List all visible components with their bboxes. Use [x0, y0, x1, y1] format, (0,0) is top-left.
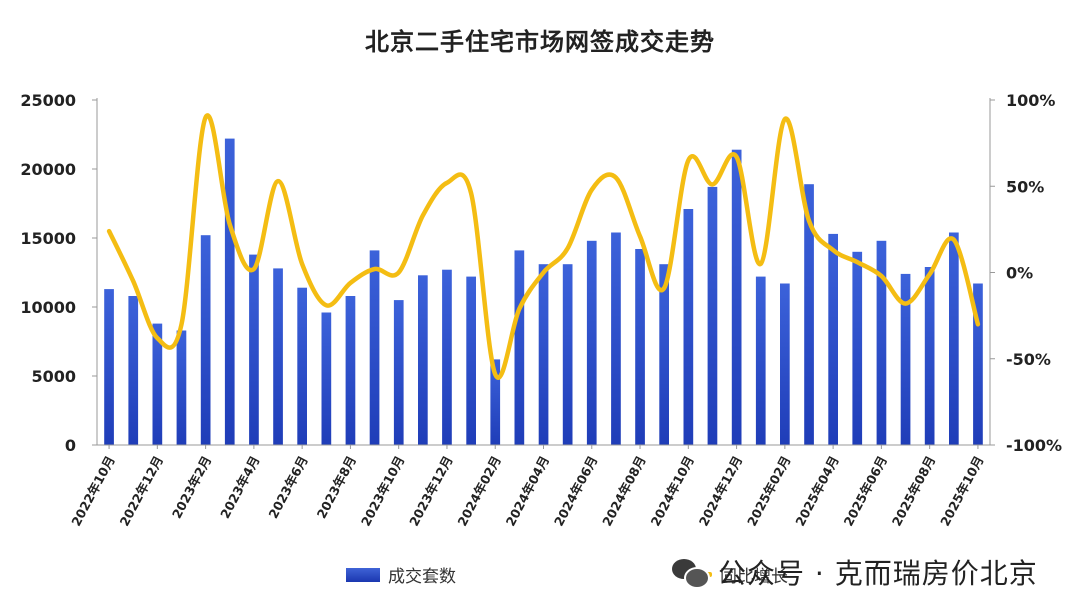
bar-2024-10 [683, 209, 694, 445]
bar-2023-01 [176, 330, 187, 445]
x-tick-label: 2023年10月 [358, 453, 407, 528]
right-tick-label: -50% [1006, 350, 1051, 369]
bar-2024-02 [490, 359, 501, 445]
bar-2024-11 [707, 186, 718, 445]
bar-2024-09 [659, 264, 669, 445]
bar-2023-05 [273, 268, 283, 445]
bar-2024-06 [586, 240, 597, 445]
bar-2025-02 [780, 283, 790, 445]
x-tick-label: 2023年2月 [169, 453, 214, 521]
bar-2023-06 [297, 287, 307, 445]
bar-2023-08 [345, 296, 356, 445]
x-tick-label: 2025年10月 [937, 453, 986, 528]
right-tick-label: -100% [1006, 436, 1062, 455]
bar-2023-10 [393, 300, 404, 445]
bar-2025-06 [876, 240, 887, 445]
left-tick-label: 5000 [31, 367, 76, 386]
bar-2025-10 [973, 283, 983, 445]
watermark: 公众号 · 克而瑞房价北京 [672, 552, 1038, 592]
bar-2024-08 [635, 249, 645, 445]
bar-2022-11 [128, 296, 139, 445]
x-tick-label: 2025年08月 [889, 453, 938, 528]
legend-bar-swatch [346, 567, 380, 582]
x-tick-label: 2022年12月 [117, 453, 166, 528]
x-tick-label: 2023年6月 [265, 453, 310, 521]
bar-2023-03 [224, 138, 235, 445]
bar-2025-08 [924, 267, 935, 445]
watermark-text: 公众号 · 克而瑞房价北京 [718, 557, 1038, 590]
x-tick-label: 2023年4月 [217, 453, 262, 521]
bar-2024-12 [731, 149, 742, 445]
x-tick-label: 2022年10月 [68, 453, 117, 528]
line-group [106, 113, 981, 380]
right-tick-label: 100% [1006, 91, 1055, 110]
bar-2024-04 [538, 264, 549, 445]
x-tick-label: 2024年08月 [599, 453, 648, 528]
left-tick-label: 15000 [20, 229, 76, 248]
x-tick-label: 2025年04月 [792, 453, 841, 528]
bar-2024-01 [466, 276, 476, 445]
bar-2022-10 [104, 289, 114, 445]
x-tick-label: 2025年06月 [841, 453, 890, 528]
x-tick-label: 2024年02月 [454, 453, 503, 528]
x-tick-label: 2024年12月 [696, 453, 745, 528]
bars-group [104, 138, 983, 445]
yoy-line-series [106, 113, 981, 380]
legend-line-label: 同比增长 [720, 567, 788, 587]
left-tick-label: 10000 [20, 298, 76, 317]
bar-2025-09 [949, 232, 959, 445]
left-tick-label: 25000 [20, 91, 76, 110]
right-tick-label: 0% [1006, 264, 1033, 283]
bar-2024-05 [562, 264, 573, 445]
x-tick-label: 2024年10月 [647, 453, 696, 528]
left-tick-label: 0 [65, 436, 76, 455]
bar-2023-02 [200, 235, 211, 445]
bar-2023-04 [249, 254, 259, 445]
bar-2023-09 [369, 250, 380, 445]
left-tick-label: 20000 [20, 160, 76, 179]
bar-2023-07 [321, 312, 332, 445]
bar-2024-03 [514, 250, 525, 445]
bar-2024-07 [611, 232, 621, 445]
x-tick-label: 2023年12月 [406, 453, 455, 528]
right-tick-label: 50% [1006, 177, 1044, 196]
bar-2025-05 [852, 251, 863, 445]
x-tick-label: 2025年02月 [744, 453, 793, 528]
legend-bar-label: 成交套数 [388, 567, 456, 587]
bar-2025-04 [828, 233, 838, 445]
x-tick-label: 2023年8月 [314, 453, 359, 521]
x-tick-label: 2024年06月 [551, 453, 600, 528]
bar-2025-07 [900, 273, 911, 445]
bar-2023-12 [442, 269, 452, 445]
chart-title: 北京二手住宅市场网签成交走势 [365, 28, 715, 56]
bar-2022-12 [152, 323, 163, 445]
bar-2025-01 [755, 276, 766, 445]
x-tick-label: 2024年04月 [503, 453, 552, 528]
legend-bar-item: 成交套数 [346, 562, 456, 587]
wechat-icon [672, 557, 710, 589]
bar-2023-11 [418, 275, 428, 445]
bar-2025-03 [804, 184, 814, 445]
